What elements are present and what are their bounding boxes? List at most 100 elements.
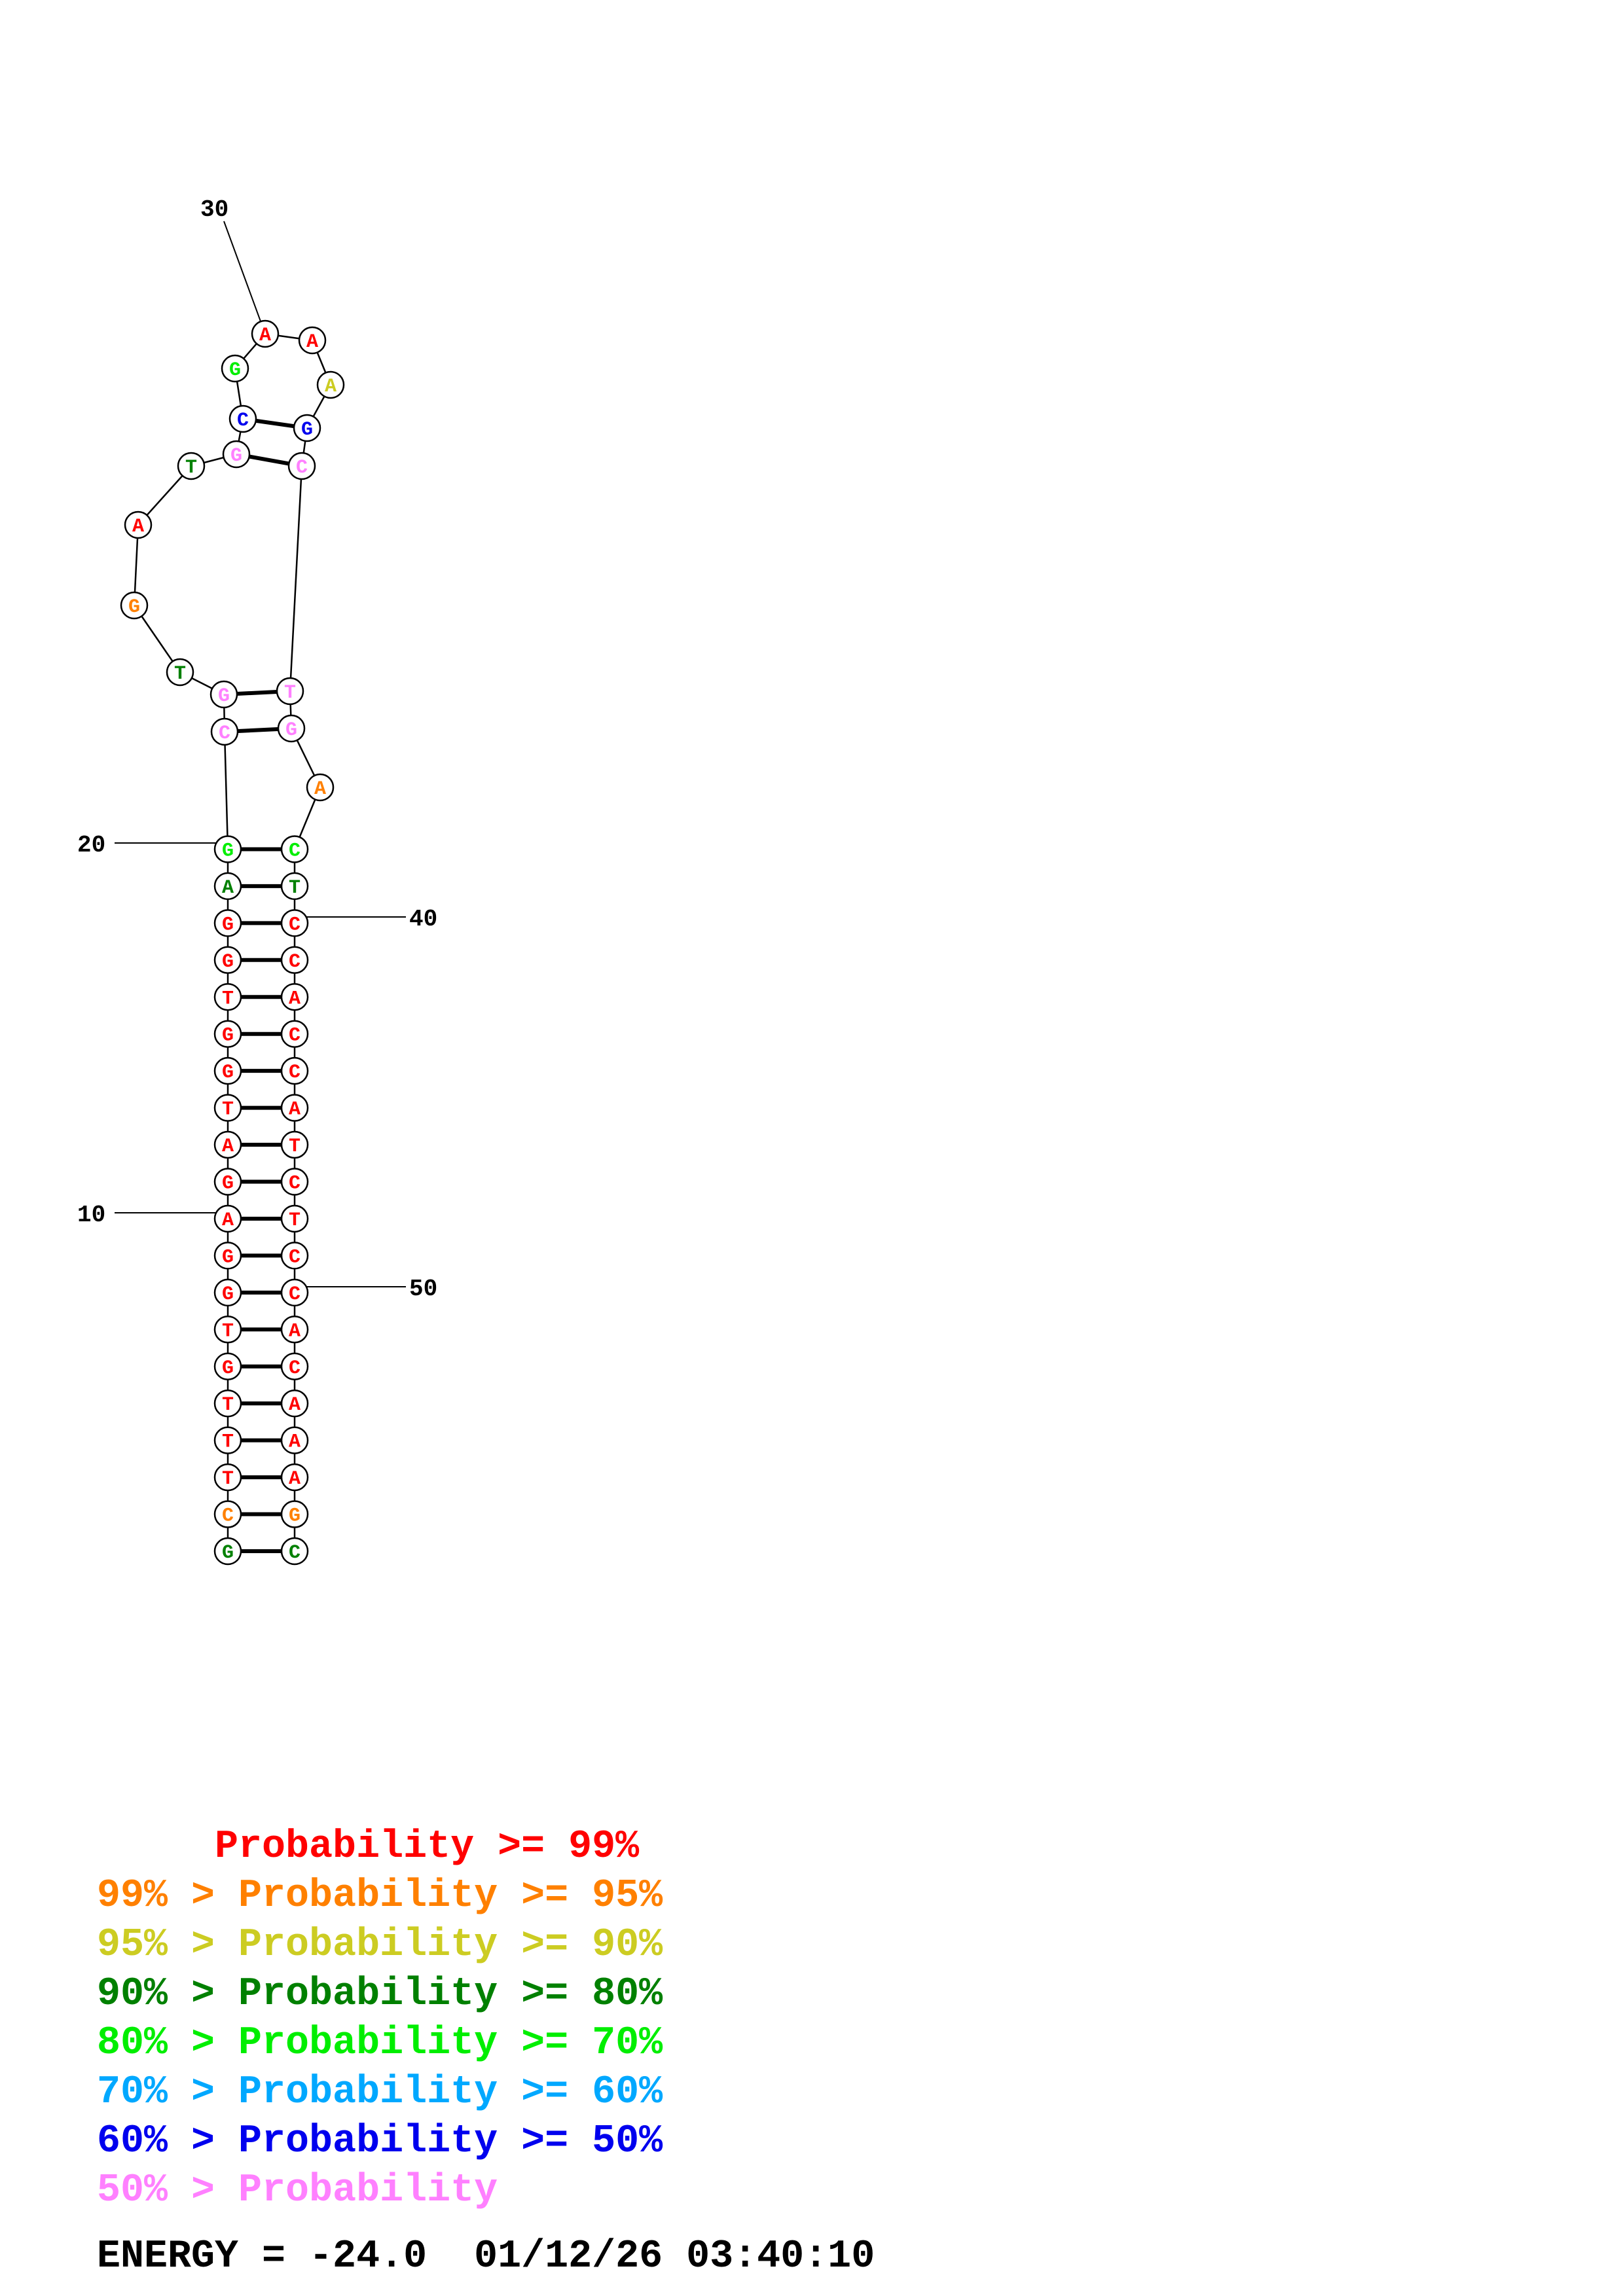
nucleotide-letter: G: [230, 445, 242, 467]
nucleotide-16: T: [213, 983, 242, 1011]
nucleotide-28: C: [228, 404, 257, 433]
nucleotide-letter: A: [132, 516, 144, 538]
nucleotide-letter: A: [222, 1210, 234, 1232]
nucleotide-33: G: [293, 414, 321, 442]
nucleotide-19: A: [213, 872, 242, 901]
nucleotide-letter: G: [229, 359, 241, 382]
legend-line-1: 99% > Probability >= 95%: [97, 1874, 663, 1918]
nucleotide-57: C: [280, 1537, 309, 1566]
nucleotide-letter: A: [325, 376, 337, 398]
nucleotide-letter: T: [222, 988, 234, 1010]
nucleotide-37: A: [306, 773, 335, 802]
index-labels: 10 20 30 40 50: [77, 196, 437, 1302]
index-label-30: 30: [200, 196, 228, 223]
backbone-segment: [289, 465, 303, 692]
nucleotide-35: T: [276, 677, 304, 706]
nucleotide-circle: [213, 1242, 242, 1270]
nucleotide-circle: [277, 714, 306, 743]
nucleotide-46: T: [280, 1130, 309, 1159]
nucleotide-letter: G: [222, 1283, 234, 1306]
nucleotide-circle: [213, 1352, 242, 1380]
nucleotide-39: T: [280, 872, 309, 901]
nucleotide-letter: G: [301, 419, 313, 441]
nucleotide-circle: [280, 1168, 309, 1196]
nucleotide-circle: [276, 677, 304, 706]
nucleotide-circle: [213, 1056, 242, 1085]
nucleotide-44: C: [280, 1056, 309, 1085]
nucleotide-circle: [124, 511, 153, 539]
nucleotide-letter: T: [222, 1099, 234, 1121]
nucleotide-53: A: [280, 1389, 309, 1418]
nucleotide-circle: [213, 1204, 242, 1233]
nucleotide-letter: A: [306, 331, 318, 353]
nucleotide-30: A: [251, 319, 280, 348]
nucleotide-letter: A: [289, 1394, 301, 1416]
nucleotide-12: A: [213, 1130, 242, 1159]
nucleotide-circle: [120, 591, 149, 620]
legend-line-0: Probability >= 99%: [97, 1825, 640, 1869]
nucleotide-circle: [280, 1316, 309, 1344]
nucleotide-letter: G: [222, 1357, 234, 1380]
nucleotide-13: T: [213, 1094, 242, 1122]
nucleotide-14: G: [213, 1056, 242, 1085]
nucleotide-22: G: [210, 680, 238, 709]
nucleotide-56: G: [280, 1500, 309, 1528]
nucleotide-6: G: [213, 1352, 242, 1380]
nucleotide-circle: [280, 1242, 309, 1270]
nucleotide-circle: [280, 1389, 309, 1418]
nucleotide-letter: C: [289, 914, 301, 936]
index-label-lines: [115, 221, 406, 1287]
nucleotide-49: C: [280, 1242, 309, 1270]
nucleotide-letter: T: [185, 457, 197, 479]
nucleotide-23: T: [166, 658, 194, 687]
nucleotide-letter: G: [222, 1542, 234, 1564]
nucleotide-circle: [280, 983, 309, 1011]
nucleotide-27: G: [222, 440, 251, 469]
nucleotide-52: C: [280, 1352, 309, 1380]
nucleotide-circle: [213, 983, 242, 1011]
nucleotide-letter: G: [222, 1025, 234, 1047]
nucleotide-36: G: [277, 714, 306, 743]
nucleotide-letter: C: [289, 1062, 301, 1084]
backbone-segment: [223, 731, 229, 850]
nucleotide-20: G: [213, 835, 242, 863]
nucleotide-letter: G: [222, 1062, 234, 1084]
nucleotide-26: T: [177, 452, 206, 480]
nucleotide-circle: [280, 1204, 309, 1233]
nucleotide-circle: [280, 1426, 309, 1454]
nucleotide-51: A: [280, 1316, 309, 1344]
nucleotide-letter: C: [289, 951, 301, 973]
nucleotide-circle: [316, 370, 345, 399]
nucleotide-circle: [213, 1278, 242, 1307]
nucleotide-circle: [213, 1537, 242, 1566]
nucleotide-letter: C: [222, 1505, 234, 1528]
nucleotide-circle: [213, 835, 242, 863]
nucleotide-letter: C: [289, 1542, 301, 1564]
nucleotide-letter: A: [289, 1468, 301, 1490]
nucleotide-circle: [251, 319, 280, 348]
legend-line-2: 95% > Probability >= 90%: [97, 1923, 663, 1967]
nucleotide-letter: T: [222, 1394, 234, 1416]
nucleotide-letter: T: [222, 1468, 234, 1490]
nucleotide-letter: A: [289, 1320, 301, 1342]
nucleotide-letter: C: [237, 410, 249, 432]
nucleotide-circle: [298, 326, 327, 355]
nucleotide-24: G: [120, 591, 149, 620]
nucleotide-letter: G: [128, 596, 140, 619]
nucleotide-circle: [213, 1426, 242, 1454]
nucleotide-letter: C: [219, 723, 230, 745]
nucleotide-32: A: [316, 370, 345, 399]
nucleotide-circle: [213, 1020, 242, 1048]
nucleotide-letter: C: [289, 1173, 301, 1195]
nucleotide-1: G: [213, 1537, 242, 1566]
nucleotide-54: A: [280, 1426, 309, 1454]
nucleotide-circle: [280, 1278, 309, 1307]
legend-line-7: 50% > Probability: [97, 2168, 498, 2213]
nucleotide-letter: A: [314, 778, 326, 800]
nucleotide-45: A: [280, 1094, 309, 1122]
nucleotide-circle: [280, 1463, 309, 1492]
nucleotide-circle: [213, 909, 242, 937]
nucleotide-letter: C: [289, 1357, 301, 1380]
nucleotide-letter: A: [289, 1099, 301, 1121]
